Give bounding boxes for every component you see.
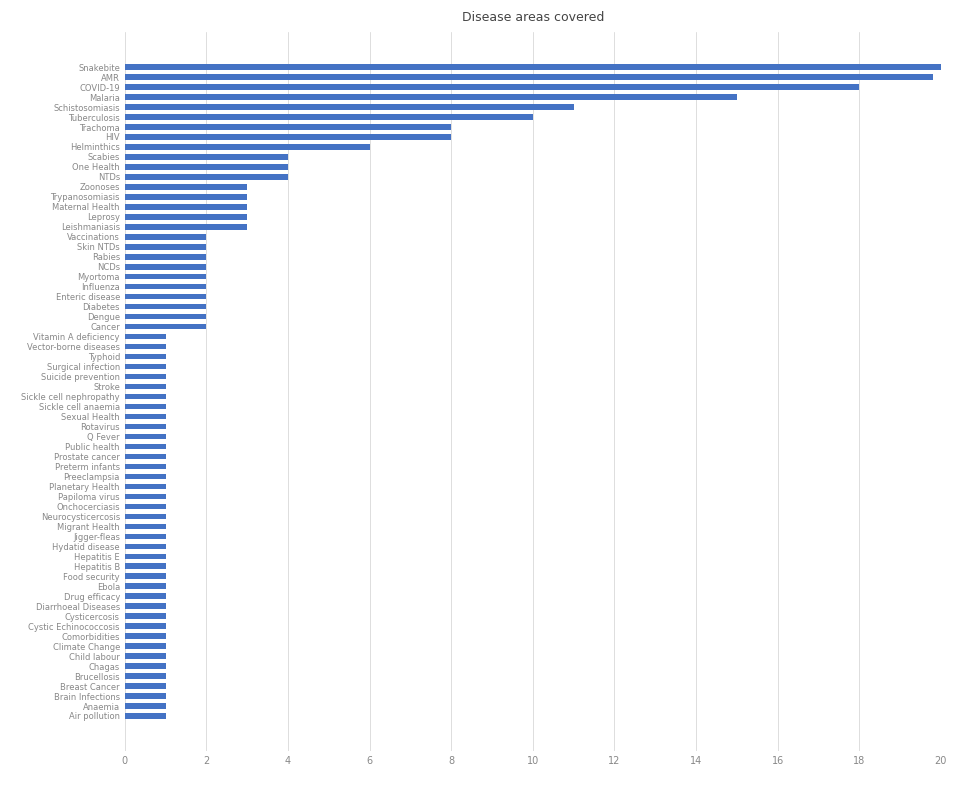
Bar <box>125 504 166 509</box>
Bar <box>125 424 166 430</box>
Bar <box>125 334 166 339</box>
Bar <box>125 643 166 649</box>
Bar <box>125 433 166 439</box>
Bar <box>125 274 206 279</box>
Bar <box>125 154 288 160</box>
Bar <box>125 513 166 519</box>
Bar <box>125 483 166 489</box>
Bar <box>125 683 166 689</box>
Bar <box>125 534 166 539</box>
Bar <box>125 104 574 110</box>
Bar <box>125 394 166 399</box>
Bar <box>125 234 206 240</box>
Bar <box>125 174 288 180</box>
Bar <box>125 284 206 290</box>
Bar <box>125 403 166 409</box>
Bar <box>125 354 166 359</box>
Bar <box>125 165 288 170</box>
Bar <box>125 464 166 469</box>
Bar <box>125 604 166 609</box>
Bar <box>125 634 166 639</box>
Bar <box>125 584 166 589</box>
Bar <box>125 543 166 549</box>
Bar <box>125 304 206 309</box>
Bar <box>125 623 166 629</box>
Bar <box>125 384 166 389</box>
Bar <box>125 85 859 90</box>
Bar <box>125 713 166 719</box>
Bar <box>125 114 533 119</box>
Bar <box>125 224 248 229</box>
Bar <box>125 294 206 300</box>
Bar <box>125 324 206 329</box>
Title: Disease areas covered: Disease areas covered <box>462 10 604 24</box>
Bar <box>125 454 166 460</box>
Bar <box>125 124 451 130</box>
Bar <box>125 314 206 320</box>
Bar <box>125 474 166 479</box>
Bar <box>125 414 166 419</box>
Bar <box>125 214 248 220</box>
Bar <box>125 613 166 619</box>
Bar <box>125 554 166 559</box>
Bar <box>125 74 933 80</box>
Bar <box>125 254 206 259</box>
Bar <box>125 64 941 70</box>
Bar <box>125 364 166 369</box>
Bar <box>125 573 166 579</box>
Bar <box>125 134 451 140</box>
Bar <box>125 494 166 499</box>
Bar <box>125 374 166 380</box>
Bar <box>125 344 166 350</box>
Bar <box>125 264 206 270</box>
Bar <box>125 194 248 199</box>
Bar <box>125 144 370 149</box>
Bar <box>125 653 166 659</box>
Bar <box>125 664 166 669</box>
Bar <box>125 444 166 449</box>
Bar <box>125 524 166 529</box>
Bar <box>125 593 166 599</box>
Bar <box>125 673 166 679</box>
Bar <box>125 184 248 190</box>
Bar <box>125 204 248 210</box>
Bar <box>125 563 166 569</box>
Bar <box>125 94 737 100</box>
Bar <box>125 703 166 709</box>
Bar <box>125 693 166 698</box>
Bar <box>125 244 206 249</box>
